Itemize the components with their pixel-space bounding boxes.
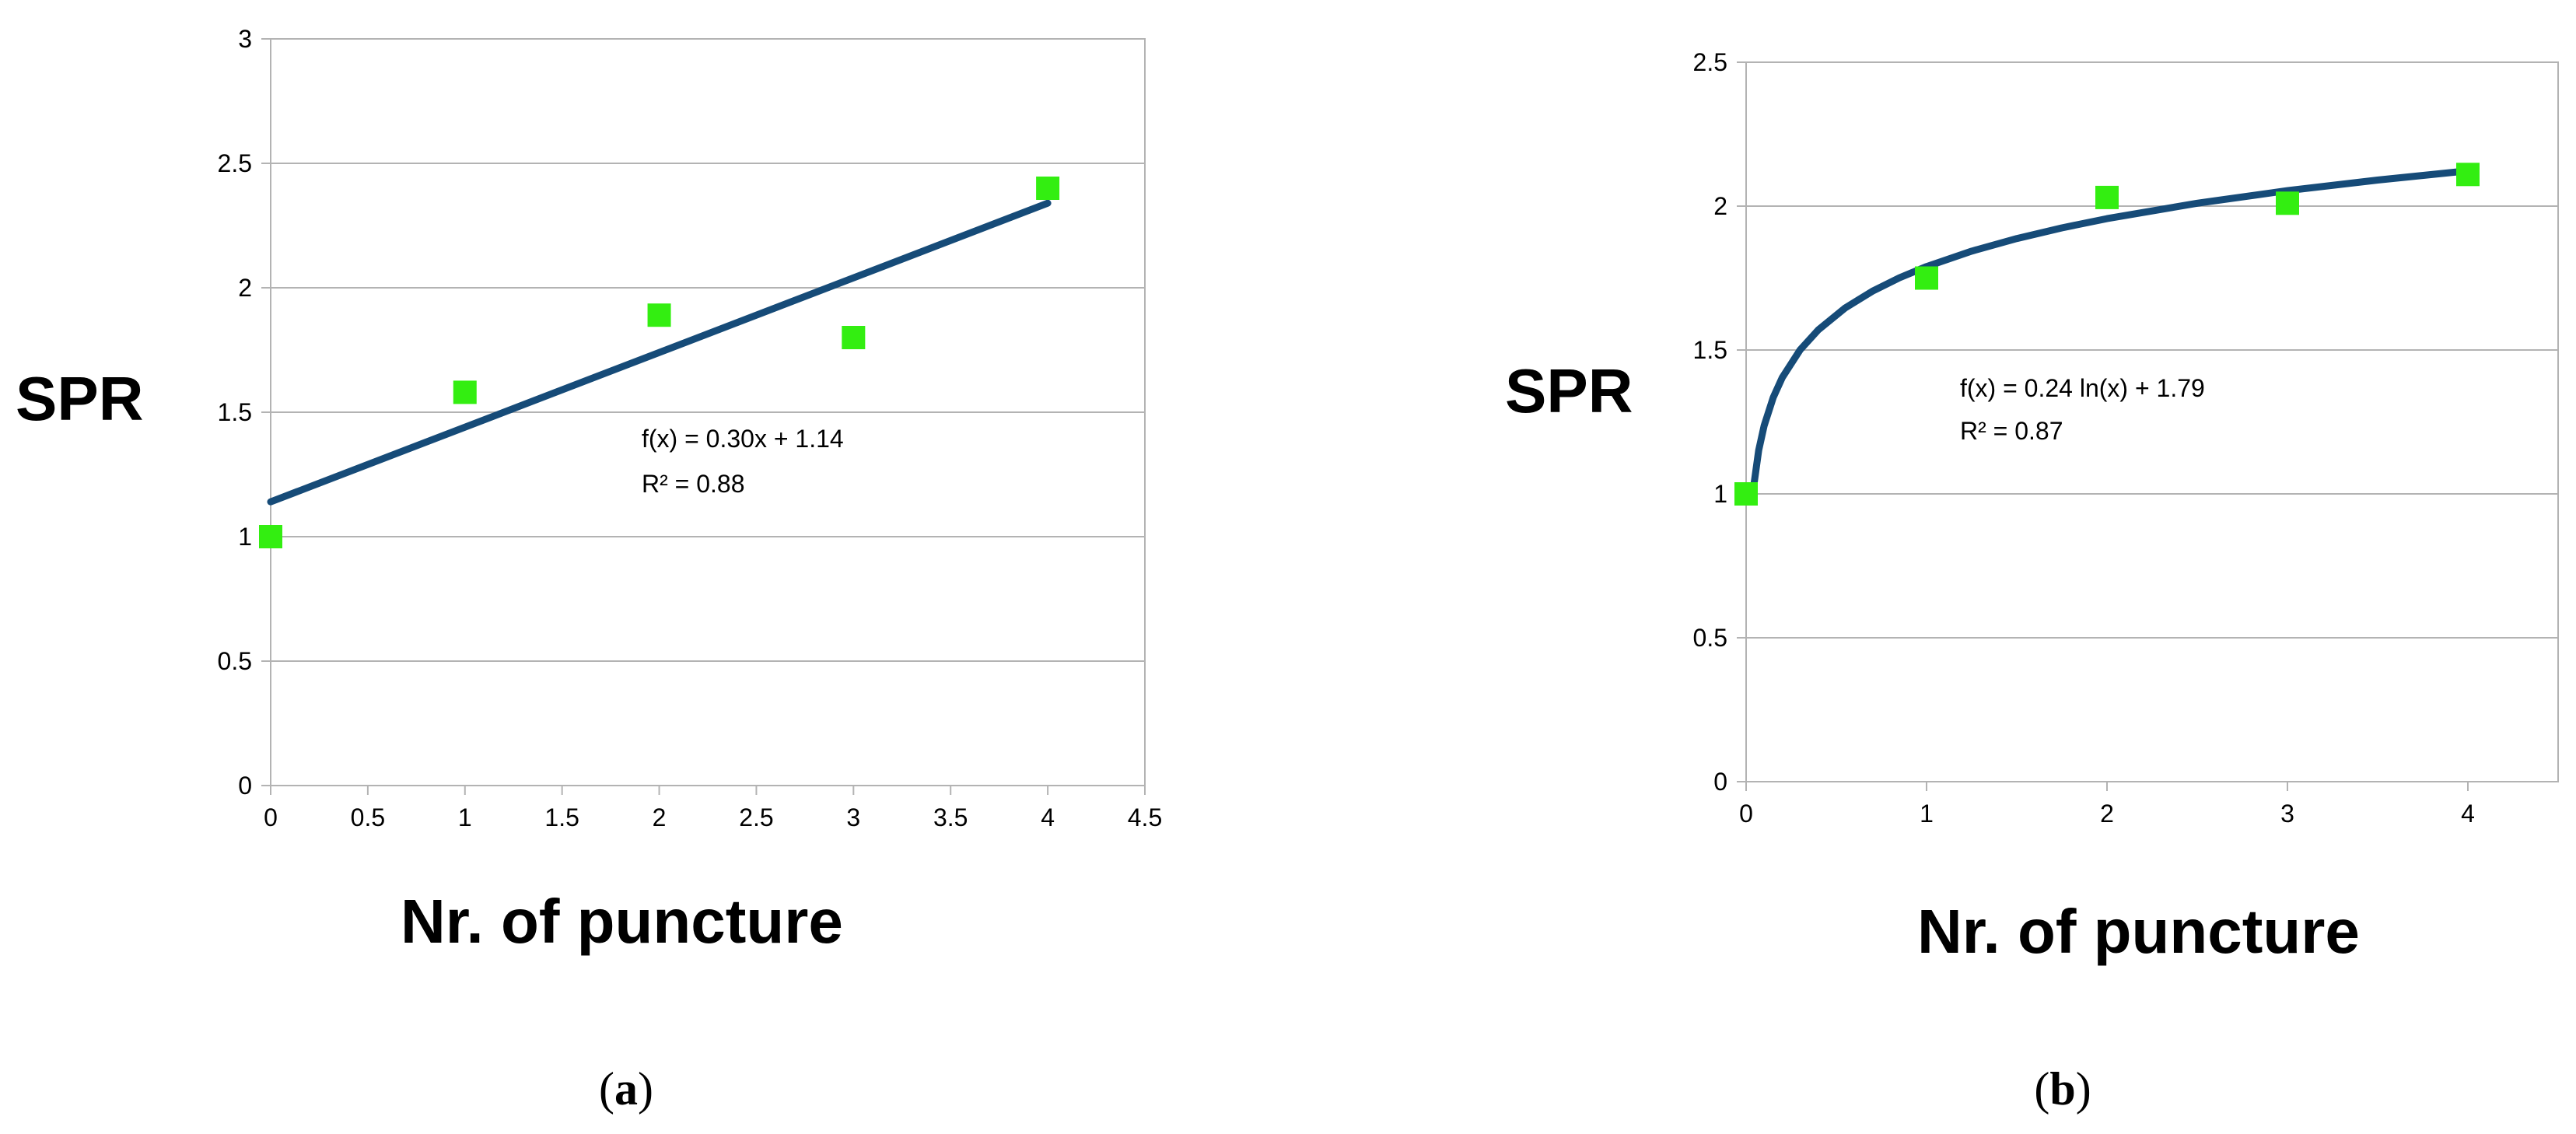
chart-b-points: [1734, 163, 2480, 506]
chart-b-plot-area: [1745, 61, 2559, 782]
chart-a-data-point: [259, 525, 282, 548]
chart-a-x-tick-label: 4.5: [1128, 803, 1162, 831]
chart-a-trendline-path: [267, 199, 1052, 506]
chart-b-trendline-path: [1742, 167, 2472, 498]
chart-a-points: [259, 177, 1060, 548]
chart-a-caption-letter: a: [614, 1063, 638, 1115]
chart-b-y-tick-label: 0: [1713, 768, 1727, 796]
chart-a-x-axis-label: Nr. of puncture: [401, 887, 843, 956]
chart-b-data-point: [2276, 191, 2299, 215]
chart-a-y-tick-label: 3: [238, 25, 252, 53]
chart-a-y-tick-label: 1.5: [218, 398, 252, 426]
chart-a-y-axis-label: SPR: [16, 364, 144, 433]
chart-a-x-tick-label: 0.5: [351, 803, 385, 831]
chart-a-data-point: [842, 326, 866, 349]
chart-b-x-tick-label: 3: [2280, 800, 2294, 828]
chart-b-y-tick-label: 0.5: [1693, 624, 1727, 652]
chart-a-caption: (a): [599, 1063, 653, 1115]
chart-b-x-tick-label: 4: [2461, 800, 2475, 828]
chart-b-equation: f(x) = 0.24 ln(x) + 1.79: [1960, 374, 2205, 402]
chart-b-y-tick-label: 2: [1713, 192, 1727, 220]
chart-a-x-tick-label: 3.5: [933, 803, 968, 831]
chart-a-r-squared: R² = 0.88: [642, 470, 745, 498]
chart-b-x-tick-label: 0: [1739, 800, 1753, 828]
chart-a-caption-close: ): [638, 1063, 653, 1115]
chart-a-x-tick-label: 1: [458, 803, 472, 831]
chart-b-caption-letter: b: [2049, 1063, 2075, 1115]
chart-a-y-tick-label: 0: [238, 772, 252, 800]
chart-a-x-tick-label: 1.5: [544, 803, 579, 831]
chart-a-y-tick-labels: 0 0.5 1 1.5 2 2.5 3: [218, 25, 252, 800]
chart-b-data-point: [1915, 266, 1938, 290]
chart-a-y-tick-label: 0.5: [218, 647, 252, 675]
chart-a-y-tick-label: 2.5: [218, 149, 252, 177]
chart-a-data-point: [453, 380, 477, 404]
chart-a-equation: f(x) = 0.30x + 1.14: [642, 425, 844, 453]
chart-b-caption-open: (: [2034, 1063, 2049, 1115]
chart-b-caption: (b): [2034, 1063, 2091, 1115]
chart-a-data-point: [647, 303, 671, 327]
chart-b-y-tick-labels: 0 0.5 1 1.5 2 2.5: [1693, 48, 1727, 796]
chart-b-data-point: [1734, 482, 1758, 506]
chart-b-data-point: [2456, 163, 2480, 187]
chart-a-caption-open: (: [599, 1063, 614, 1115]
chart-a-x-tick-label: 4: [1041, 803, 1055, 831]
chart-a-y-tick-label: 1: [238, 523, 252, 551]
chart-a-gridlines: [261, 38, 1146, 795]
chart-b-data-point: [2095, 185, 2119, 209]
chart-b-caption-close: ): [2076, 1063, 2091, 1115]
chart-b-x-tick-label: 2: [2100, 800, 2114, 828]
chart-a-x-tick-label: 2: [653, 803, 667, 831]
chart-b-y-axis-label: SPR: [1505, 356, 1633, 425]
chart-b-x-tick-label: 1: [1920, 800, 1934, 828]
chart-b-y-tick-label: 1: [1713, 480, 1727, 508]
chart-b: 0 0.5 1 1.5 2 2.5 0 1 2 3 4 SPR Nr. of puncture f…: [1505, 48, 2559, 1115]
chart-a-x-tick-label: 0: [264, 803, 278, 831]
chart-a-y-tick-label: 2: [238, 274, 252, 302]
chart-b-r-squared: R² = 0.87: [1960, 417, 2063, 445]
chart-a-x-tick-label: 2.5: [739, 803, 773, 831]
chart-b-y-tick-label: 1.5: [1693, 336, 1727, 364]
chart-b-y-tick-label: 2.5: [1693, 48, 1727, 76]
chart-a: 0 0.5 1 1.5 2 2.5 3 0 0.5 1 1.5 2 2.5 3 3.5 4 4.5 SPR N…: [16, 25, 1162, 1115]
chart-a-x-tick-label: 3: [846, 803, 860, 831]
chart-b-x-axis-label: Nr. of puncture: [1917, 897, 2360, 966]
chart-a-trendline: [267, 199, 1052, 506]
chart-a-data-point: [1036, 177, 1060, 200]
chart-a-x-tick-labels: 0 0.5 1 1.5 2 2.5 3 3.5 4 4.5: [264, 803, 1162, 831]
chart-b-gridlines: [1737, 61, 2558, 791]
chart-b-trendline: [1742, 167, 2472, 498]
chart-b-x-tick-labels: 0 1 2 3 4: [1739, 800, 2475, 828]
